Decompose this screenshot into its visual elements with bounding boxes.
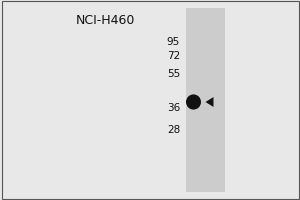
Text: 36: 36 (167, 103, 180, 113)
Text: 28: 28 (167, 125, 180, 135)
Ellipse shape (190, 99, 196, 105)
Polygon shape (206, 97, 214, 107)
Ellipse shape (188, 97, 199, 107)
Bar (186, 8, 225, 192)
Text: 72: 72 (167, 51, 180, 61)
Text: 55: 55 (167, 69, 180, 79)
Text: 95: 95 (167, 37, 180, 47)
Ellipse shape (186, 94, 201, 110)
Text: NCI-H460: NCI-H460 (75, 14, 135, 27)
